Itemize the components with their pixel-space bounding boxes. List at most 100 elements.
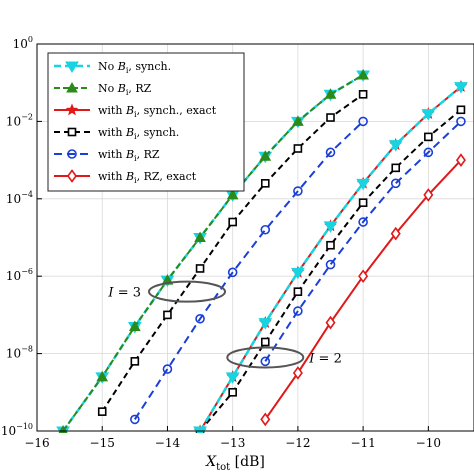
data-point [162, 364, 173, 374]
legend-entry: with Bi, synch. [54, 126, 179, 141]
data-point [421, 109, 436, 121]
data-point [293, 186, 303, 196]
data-point [358, 116, 368, 127]
data-point [292, 366, 303, 380]
data-point [423, 147, 434, 158]
data-point [323, 221, 338, 233]
data-point [293, 287, 303, 296]
data-point [390, 226, 401, 241]
legend-label: with Bi, synch., exact [98, 104, 217, 119]
legend-marker [65, 61, 79, 73]
data-point [258, 318, 273, 330]
data-point [325, 315, 336, 330]
x-tick-label: −13 [220, 436, 245, 450]
data-point [292, 115, 304, 126]
plot-frame [36, 43, 474, 432]
data-point [358, 269, 369, 284]
data-point [391, 163, 401, 173]
series-7 [260, 116, 466, 367]
data-point [260, 337, 270, 347]
series-line [133, 120, 364, 420]
x-tick-label: −12 [285, 436, 310, 450]
data-point [326, 240, 335, 250]
x-axis-label: Xtot [dB] [205, 454, 265, 473]
data-point [128, 320, 141, 332]
data-point [226, 188, 239, 200]
data-point [260, 412, 271, 427]
ticks: −16−15−14−13−12−11−10−910010−210−410−610… [1, 35, 441, 450]
data-point [358, 198, 368, 207]
data-point [455, 153, 466, 167]
data-point [456, 105, 466, 115]
data-point [356, 178, 371, 191]
data-point [96, 370, 109, 382]
data-point [293, 144, 303, 153]
legend-marker [67, 127, 77, 137]
data-point [130, 414, 140, 425]
data-point [259, 150, 272, 161]
y-tick-label: 10−2 [6, 112, 33, 128]
legend-label: No Bi, RZ [98, 82, 152, 97]
legend-marker [67, 169, 77, 183]
x-tick-label: −14 [155, 436, 181, 450]
series-line [264, 120, 462, 362]
data-point [130, 357, 140, 366]
series-6 [195, 105, 466, 433]
annotation-label: I = 2 [308, 351, 342, 366]
data-point [228, 387, 237, 397]
legend-label: No Bi, synch. [98, 60, 171, 75]
legend-box [47, 52, 245, 192]
data-point [358, 217, 368, 227]
y-tick-label: 10−10 [1, 422, 33, 438]
data-point [293, 306, 303, 316]
annotation-ellipse [148, 280, 227, 303]
data-point [260, 356, 271, 367]
legend-label: with Bi, RZ [98, 148, 160, 163]
x-tick-label: −10 [416, 436, 441, 450]
data-point [195, 264, 205, 273]
data-point [390, 178, 401, 189]
legend-entry: with Bi, RZ [54, 148, 160, 163]
series-line [199, 109, 462, 432]
x-tick-label: −15 [90, 436, 115, 450]
y-tick-label: 100 [13, 35, 33, 51]
data-point [388, 140, 403, 152]
data-point [291, 267, 305, 280]
data-point [424, 132, 433, 142]
series-layer [56, 68, 468, 433]
data-point [195, 313, 205, 324]
data-point [358, 90, 368, 99]
x-tick-label: −16 [24, 436, 49, 450]
legend-entry: with Bi, RZ, exact [54, 169, 197, 185]
data-point [325, 147, 336, 158]
legend: No Bi, synch. No Bi, RZ with Bi, synch., e… [47, 52, 245, 192]
x-axis-label-sub: tot [216, 462, 230, 473]
data-point [260, 224, 271, 235]
data-point [260, 179, 270, 188]
data-point [456, 116, 466, 127]
x-axis-label-main: X [205, 454, 217, 470]
legend-entry: No Bi, synch. [54, 60, 171, 75]
legend-entry: No Bi, RZ [54, 81, 152, 97]
y-tick-label: 10−6 [6, 267, 33, 283]
data-point [163, 310, 172, 320]
series-line [62, 74, 364, 432]
legend-label: with Bi, synch. [98, 126, 179, 141]
series-5 [260, 153, 466, 427]
x-tick-label: −11 [350, 436, 375, 450]
data-point [423, 188, 434, 202]
y-tick-label: 10−8 [6, 345, 33, 361]
data-point [228, 217, 237, 227]
annotation-ellipse [226, 346, 305, 369]
legend-marker [66, 81, 78, 93]
data-point [357, 68, 369, 80]
legend-marker [67, 149, 77, 159]
annotation-label: I = 3 [107, 286, 141, 301]
data-point [225, 372, 240, 384]
annotations: I = 3 I = 2 [107, 280, 342, 369]
x-axis-label-unit: [dB] [230, 454, 265, 470]
legend-entry: with Bi, synch., exact [54, 103, 217, 119]
legend-marker [65, 103, 79, 116]
series-4 [130, 116, 368, 425]
